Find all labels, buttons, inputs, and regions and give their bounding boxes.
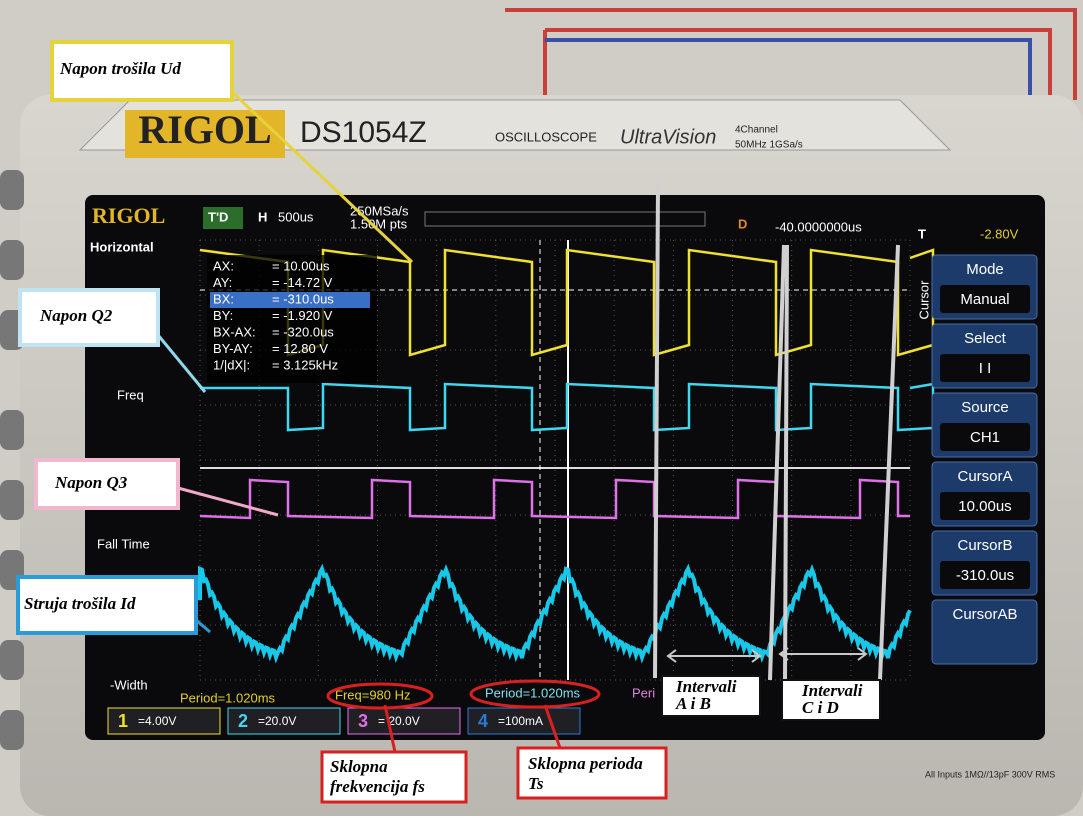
- channel-scale: = 20.0V: [378, 714, 420, 728]
- readout-value: = -14.72 V: [272, 275, 333, 290]
- readout-label: AX:: [213, 258, 234, 273]
- page: RIGOL DS1054Z OSCILLOSCOPE UltraVision 4…: [0, 0, 1083, 816]
- menu-title: CursorA: [957, 468, 1012, 485]
- annotation: C i D: [802, 698, 839, 717]
- readout-label: BY:: [213, 308, 233, 323]
- left-menu-title: Horizontal: [90, 239, 154, 254]
- channel-number: 4: [478, 711, 488, 731]
- bezel-spec: 50MHz 1GSa/s: [735, 140, 803, 151]
- bezel-channels: 4Channel: [735, 125, 778, 136]
- readout-label: BX-AX:: [213, 324, 256, 339]
- left-menu-item: Freq: [117, 387, 144, 402]
- annotation: frekvencija fs: [330, 777, 425, 796]
- left-menu-item: Fall Time: [97, 536, 150, 551]
- menu-value: -310.0us: [956, 567, 1014, 584]
- annotation: Struja trošila Id: [24, 594, 136, 613]
- readout-label: AY:: [213, 275, 232, 290]
- timebase: 500us: [278, 209, 314, 224]
- bezel-series: UltraVision: [620, 126, 716, 148]
- menu-value: 10.00us: [958, 498, 1011, 515]
- channel-scale: =100mA: [498, 714, 543, 728]
- measurement: Period=1.020ms: [485, 685, 581, 700]
- menu-title: CursorB: [957, 537, 1012, 554]
- menu-value: Manual: [960, 291, 1009, 308]
- menu-title: Source: [961, 399, 1009, 416]
- trigger-label: T: [918, 226, 926, 241]
- annotation: Napon trošila Ud: [59, 59, 181, 78]
- menu-title: Mode: [966, 261, 1004, 278]
- delay: -40.0000000us: [775, 219, 862, 234]
- trigger-state: T'D: [208, 209, 228, 224]
- annotation: Napon Q2: [39, 306, 113, 325]
- channel-scale: =4.00V: [138, 714, 176, 728]
- menu-value: I I: [979, 360, 992, 377]
- bezel-brand: RIGOL: [138, 107, 271, 152]
- readout-label: 1/|dX|:: [213, 357, 250, 372]
- trigger-level: -2.80V: [980, 226, 1019, 241]
- channel-number: 2: [238, 711, 248, 731]
- annotation: A i B: [675, 694, 711, 713]
- annotation: Sklopna: [330, 757, 388, 776]
- channel-number: 3: [358, 711, 368, 731]
- photo: RIGOL DS1054Z OSCILLOSCOPE UltraVision 4…: [0, 0, 1083, 816]
- readout-label: BX:: [213, 291, 234, 306]
- readout-value: = -320.0us: [272, 324, 334, 339]
- screen-brand: RIGOL: [92, 203, 165, 228]
- left-menu-item: -Width: [110, 677, 148, 692]
- readout-value: = 10.00us: [272, 258, 330, 273]
- measurement: Freq=980 Hz: [335, 687, 411, 702]
- readout-value: = -1.920 V: [272, 308, 333, 323]
- readout-value: = 3.125kHz: [272, 357, 338, 372]
- channel-number: 1: [118, 711, 128, 731]
- channel-scale: =20.0V: [258, 714, 296, 728]
- annotation: Ts: [528, 774, 544, 793]
- cursor-readout: AX: = 10.00us AY: = -14.72 V BX: = -310.0us BY…: [207, 255, 377, 383]
- right-menu-side: Cursor: [916, 280, 931, 320]
- menu-title: Select: [964, 330, 1007, 347]
- measurement: Peri: [632, 685, 655, 700]
- delay-label: D: [738, 216, 747, 231]
- readout-label: BY-AY:: [213, 341, 253, 356]
- annotation: Napon Q3: [54, 473, 128, 492]
- bezel-kind: OSCILLOSCOPE: [495, 129, 597, 144]
- readout-value: = 12.80 V: [272, 341, 328, 356]
- bezel-model: DS1054Z: [300, 116, 427, 149]
- menu-value: CH1: [970, 429, 1000, 446]
- measurement: Period=1.020ms: [180, 690, 276, 705]
- annotation: Sklopna perioda: [528, 754, 643, 773]
- readout-value: = -310.0us: [272, 291, 334, 306]
- bezel-inputs: All Inputs 1MΩ//13pF 300V RMS: [925, 769, 1055, 779]
- menu-title: CursorAB: [952, 606, 1017, 623]
- timebase-label: H: [258, 209, 267, 224]
